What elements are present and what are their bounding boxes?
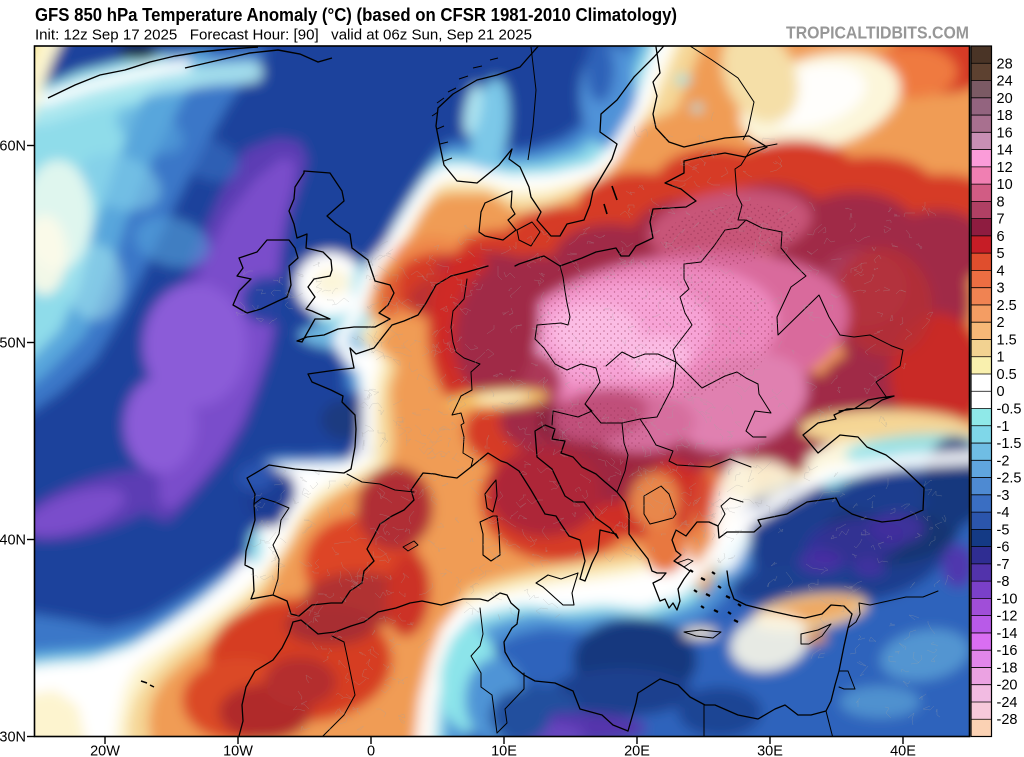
svg-text:14: 14 [997, 143, 1013, 159]
svg-text:60N: 60N [0, 139, 26, 155]
svg-text:12: 12 [997, 160, 1013, 176]
svg-text:24: 24 [997, 74, 1013, 90]
svg-text:50N: 50N [0, 336, 26, 352]
svg-text:4: 4 [997, 263, 1005, 279]
svg-text:0.5: 0.5 [997, 367, 1017, 383]
svg-text:1.5: 1.5 [997, 333, 1017, 349]
svg-text:-12: -12 [997, 609, 1018, 625]
svg-text:10W: 10W [223, 744, 253, 757]
svg-text:5: 5 [997, 246, 1005, 262]
svg-text:6: 6 [997, 229, 1005, 245]
svg-text:-10: -10 [997, 591, 1018, 607]
svg-text:20W: 20W [90, 744, 120, 757]
svg-text:7: 7 [997, 212, 1005, 228]
svg-text:10: 10 [997, 177, 1013, 193]
svg-text:-0.5: -0.5 [997, 402, 1022, 418]
svg-text:-2: -2 [997, 453, 1010, 469]
svg-text:20: 20 [997, 91, 1013, 107]
svg-text:28: 28 [997, 56, 1013, 72]
svg-text:-2.5: -2.5 [997, 471, 1022, 487]
svg-text:0: 0 [367, 744, 375, 757]
svg-text:8: 8 [997, 194, 1005, 210]
svg-text:30N: 30N [0, 730, 26, 746]
svg-text:-28: -28 [997, 712, 1018, 728]
svg-text:GFS 850 hPa Temperature Anomal: GFS 850 hPa Temperature Anomaly (°C) (ba… [35, 5, 677, 25]
svg-text:-6: -6 [997, 540, 1010, 556]
svg-text:18: 18 [997, 108, 1013, 124]
svg-text:40N: 40N [0, 533, 26, 549]
svg-text:-16: -16 [997, 643, 1018, 659]
svg-text:30E: 30E [757, 744, 783, 757]
svg-text:10E: 10E [491, 744, 517, 757]
svg-text:-7: -7 [997, 557, 1010, 573]
svg-text:-14: -14 [997, 626, 1018, 642]
svg-text:2: 2 [997, 315, 1005, 331]
svg-text:-8: -8 [997, 574, 1010, 590]
svg-text:2.5: 2.5 [997, 298, 1017, 314]
svg-text:-3: -3 [997, 488, 1010, 504]
svg-text:1: 1 [997, 350, 1005, 366]
svg-text:Init: 12z Sep 17 2025 Foreca: Init: 12z Sep 17 2025 Forecast Hour: [90… [35, 27, 532, 44]
svg-text:-20: -20 [997, 678, 1018, 694]
svg-text:-18: -18 [997, 660, 1018, 676]
svg-text:16: 16 [997, 125, 1013, 141]
svg-text:40E: 40E [890, 744, 916, 757]
svg-text:-24: -24 [997, 695, 1018, 711]
svg-text:3: 3 [997, 281, 1005, 297]
svg-text:0: 0 [997, 384, 1005, 400]
svg-text:-5: -5 [997, 522, 1010, 538]
svg-text:-1: -1 [997, 419, 1010, 435]
svg-text:-4: -4 [997, 505, 1010, 521]
svg-text:20E: 20E [624, 744, 650, 757]
svg-text:TROPICALTIDBITS.COM: TROPICALTIDBITS.COM [786, 23, 969, 43]
svg-text:-1.5: -1.5 [997, 436, 1022, 452]
